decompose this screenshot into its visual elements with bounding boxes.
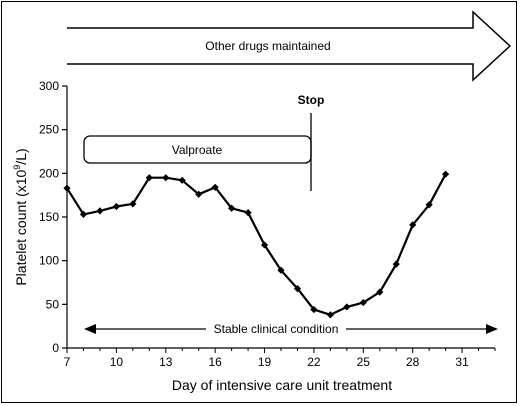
y-tick-label: 50 <box>46 297 60 311</box>
valproate-label: Valproate <box>172 143 223 157</box>
bottom-arrow-label: Stable clinical condition <box>214 322 339 336</box>
y-tick-label: 250 <box>39 123 59 137</box>
x-tick-label: 13 <box>159 355 173 369</box>
data-point <box>277 266 285 274</box>
data-point <box>425 201 433 209</box>
series-line <box>66 173 447 316</box>
bottom-arrow: Stable clinical condition <box>84 322 498 336</box>
data-point <box>359 298 367 307</box>
data-point <box>326 311 334 319</box>
y-tick-label: 100 <box>39 254 59 268</box>
platelet-series <box>63 170 450 319</box>
data-point <box>442 170 450 178</box>
data-point <box>409 221 417 229</box>
x-axis-label: Day of intensive care unit treatment <box>172 377 392 393</box>
y-axis-label-sup: 9 <box>12 165 22 170</box>
x-tick-label: 25 <box>357 355 371 369</box>
x-tick-label: 10 <box>110 355 124 369</box>
data-point <box>293 285 302 293</box>
axes <box>66 86 495 349</box>
data-point <box>343 303 351 311</box>
data-point <box>162 174 170 182</box>
data-point <box>228 204 236 212</box>
y-tick-label: 300 <box>39 79 59 93</box>
data-point <box>145 174 153 182</box>
data-point <box>63 184 71 192</box>
x-tick-label: 28 <box>406 355 420 369</box>
data-point <box>376 288 384 296</box>
stop-label: Stop <box>298 93 325 107</box>
x-tick-label: 19 <box>258 355 272 369</box>
data-point <box>112 202 120 211</box>
x-tick-label: 7 <box>64 355 71 369</box>
x-tick-label: 16 <box>208 355 222 369</box>
ticks: 0 50 100 150 200 250 300 7 10 13 16 19 22 25 28 31 <box>39 79 496 369</box>
data-point <box>244 209 252 217</box>
valproate-bar: Valproate <box>83 135 312 164</box>
data-point <box>178 176 186 184</box>
x-tick-label: 22 <box>307 355 321 369</box>
y-tick-label: 0 <box>52 341 59 355</box>
data-point <box>392 260 400 268</box>
data-point <box>260 241 269 249</box>
stop-marker: Stop <box>298 93 325 191</box>
y-axis-label: Platelet count (x109/L) <box>12 148 29 285</box>
data-point <box>96 207 104 215</box>
y-axis-label-suffix: /L) <box>13 148 29 164</box>
top-arrow: Other drugs maintained <box>67 10 512 82</box>
data-point <box>129 200 137 208</box>
data-point <box>310 305 318 314</box>
y-axis-label-prefix: Platelet count (x10 <box>13 169 29 285</box>
top-arrow-shape <box>67 10 512 82</box>
top-arrow-label: Other drugs maintained <box>205 39 330 53</box>
bottom-arrow-left-head <box>84 324 96 334</box>
data-point <box>79 210 88 218</box>
x-tick-label: 31 <box>455 355 469 369</box>
data-point <box>211 183 219 191</box>
y-tick-label: 200 <box>39 166 59 180</box>
bottom-arrow-right-head <box>486 324 498 334</box>
data-point <box>195 190 203 198</box>
y-tick-label: 150 <box>39 210 59 224</box>
